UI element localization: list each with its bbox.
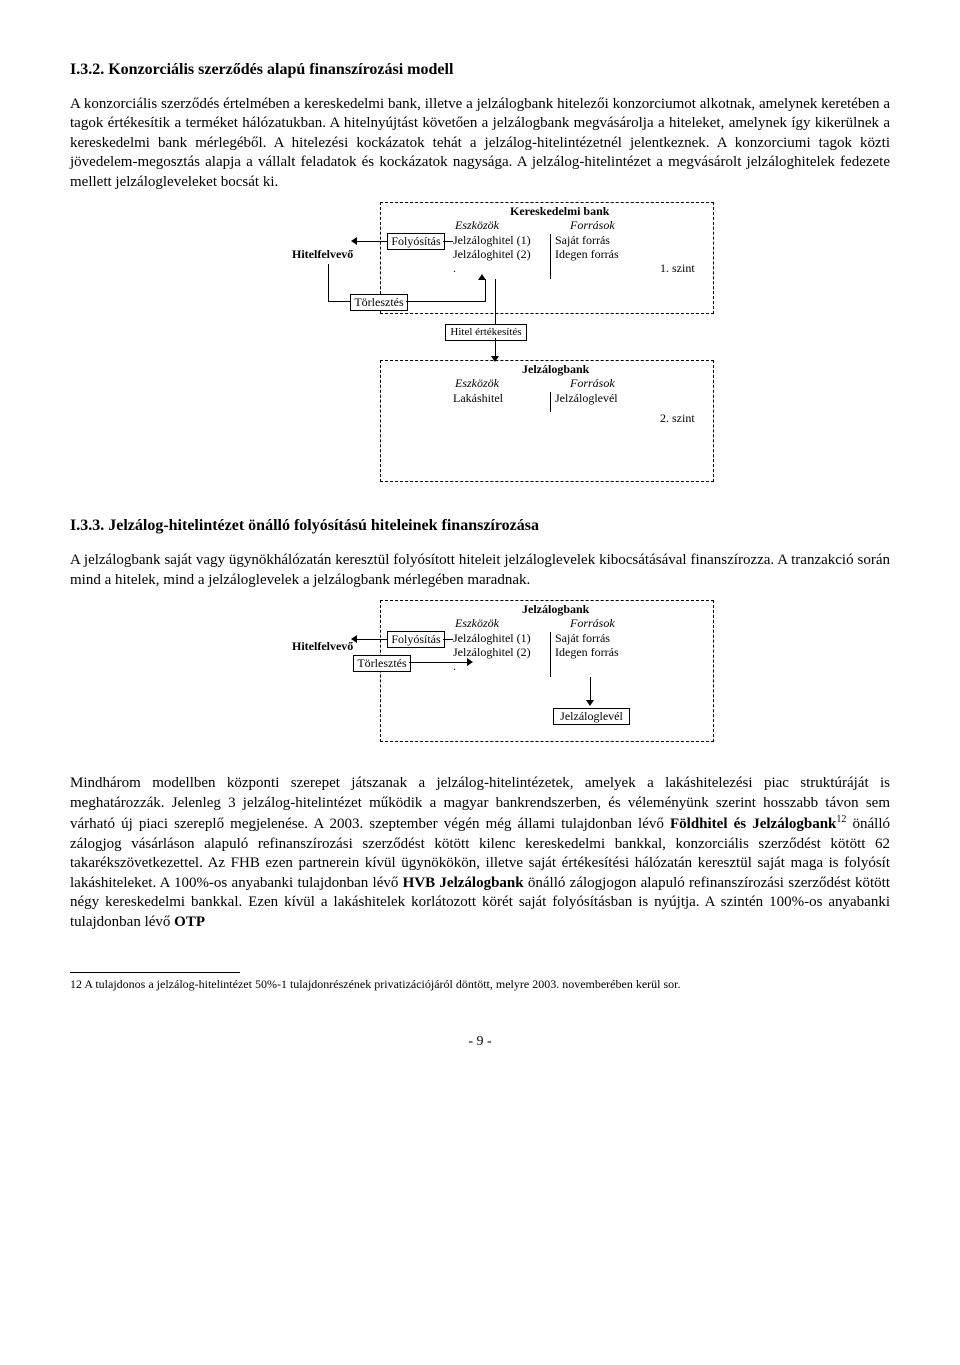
d1-dot: . bbox=[453, 262, 456, 276]
d1-title-top: Kereskedelmi bank bbox=[510, 205, 609, 219]
sup-12: 12 bbox=[836, 814, 846, 825]
d1-torlesztes-box: Törlesztés bbox=[350, 294, 408, 311]
d1-forr1: Források bbox=[570, 219, 615, 233]
d1-idegen: Idegen forrás bbox=[555, 248, 619, 262]
d2-jelzaloglevel-box: Jelzáloglevél bbox=[553, 708, 630, 725]
d1-forr2: Források bbox=[570, 377, 615, 391]
section-heading-1: I.3.2. Konzorciális szerződés alapú fina… bbox=[70, 60, 890, 81]
bold-hvb: HVB Jelzálogbank bbox=[403, 875, 524, 891]
d2-idegen: Idegen forrás bbox=[555, 646, 619, 660]
d1-eszk2: Eszközök bbox=[455, 377, 499, 391]
d1-jelzalogbank: Jelzálogbank bbox=[522, 363, 589, 377]
d1-szint1: 1. szint bbox=[660, 262, 695, 276]
bold-fhb: Földhitel és Jelzálogbank bbox=[670, 816, 836, 832]
page-number: - 9 - bbox=[70, 1033, 890, 1051]
d1-hitelfelvevo: Hitelfelvevő bbox=[292, 248, 353, 262]
d2-torlesztes-box: Törlesztés bbox=[353, 655, 411, 672]
d1-folyositas-box: Folyósítás bbox=[387, 233, 445, 250]
d1-sajat: Saját forrás bbox=[555, 234, 610, 248]
d2-jh1: Jelzáloghitel (1) bbox=[453, 632, 531, 646]
footnote-block: 12 A tulajdonos a jelzálog-hitelintézet … bbox=[70, 972, 890, 993]
section2-para1: A jelzálogbank saját vagy ügynökhálózatá… bbox=[70, 551, 890, 590]
section1-para1: A konzorciális szerződés értelmében a ke… bbox=[70, 95, 890, 193]
d2-eszk: Eszközök bbox=[455, 617, 499, 631]
section-heading-2: I.3.3. Jelzálog-hitelintézet önálló foly… bbox=[70, 516, 890, 537]
d2-hitelfelvevo: Hitelfelvevő bbox=[292, 640, 353, 654]
d1-lakashitel: Lakáshitel bbox=[453, 392, 503, 406]
diagram-1: Kereskedelmi bank Eszközök Források Foly… bbox=[240, 202, 720, 492]
footnote-rule bbox=[70, 972, 240, 973]
d2-jh2: Jelzáloghitel (2) bbox=[453, 646, 531, 660]
d1-jelzaloglevel: Jelzáloglevél bbox=[555, 392, 618, 406]
d1-eszk1: Eszközök bbox=[455, 219, 499, 233]
bottom-paragraph: Mindhárom modellben központi szerepet já… bbox=[70, 774, 890, 932]
d2-folyositas-box: Folyósítás bbox=[387, 631, 445, 648]
d1-jh1: Jelzáloghitel (1) bbox=[453, 234, 531, 248]
bold-otp: OTP bbox=[174, 914, 205, 930]
d1-hitelert-box: Hitel értékesítés bbox=[445, 324, 527, 341]
d2-sajat: Saját forrás bbox=[555, 632, 610, 646]
diagram-2: Jelzálogbank Eszközök Források Folyósítá… bbox=[240, 600, 720, 750]
d1-jh2: Jelzáloghitel (2) bbox=[453, 248, 531, 262]
d1-szint2: 2. szint bbox=[660, 412, 695, 426]
d2-forr: Források bbox=[570, 617, 615, 631]
footnote-text: 12 A tulajdonos a jelzálog-hitelintézet … bbox=[70, 977, 890, 993]
d2-jelzalogbank: Jelzálogbank bbox=[522, 603, 589, 617]
